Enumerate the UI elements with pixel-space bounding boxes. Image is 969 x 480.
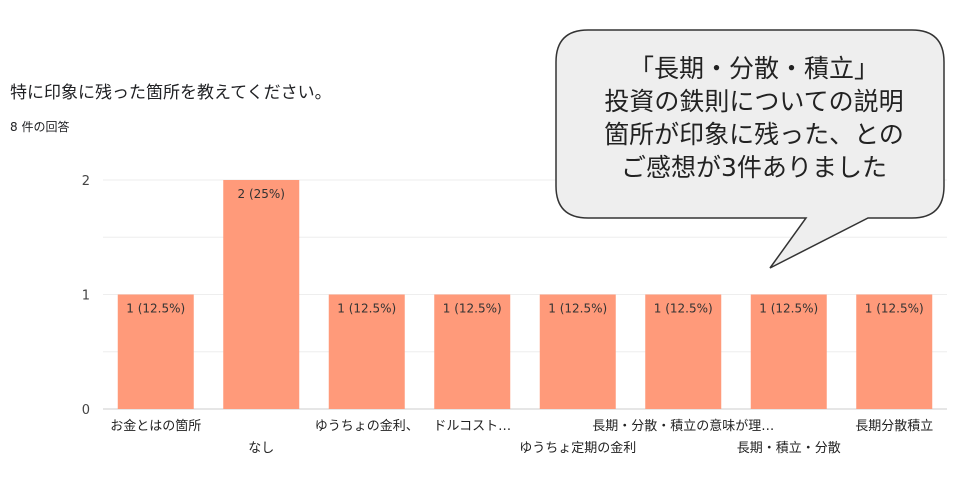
y-tick-label: 2 (82, 174, 90, 189)
data-labels: 1 (12.5%) 2 (25%) 1 (12.5%) 1 (12.5%) 1 (12.… (126, 187, 923, 316)
data-label: 1 (12.5%) (337, 302, 396, 316)
callout-line-4: ご感想が3件ありました (621, 153, 887, 182)
bar (750, 294, 827, 409)
chart-bars (117, 180, 933, 409)
y-tick-label: 0 (82, 403, 90, 418)
bar (539, 294, 616, 409)
bar (434, 294, 511, 409)
x-tick-label: 長期・分散・積立の意味が理… (592, 418, 774, 434)
callout-line-3: 箇所が印象に残った、との (604, 120, 904, 149)
question-title: 特に印象に残った箇所を教えてください。 (10, 83, 332, 103)
data-label: 1 (12.5%) (654, 302, 713, 316)
y-tick-label: 1 (82, 289, 90, 304)
callout-line-1: 「長期・分散・積立」 (628, 54, 879, 83)
data-label: 2 (25%) (238, 187, 285, 201)
callout-text: 「長期・分散・積立」 投資の鉄則についての説明 箇所が印象に残った、との ご感想… (558, 52, 950, 184)
bar (117, 294, 194, 409)
response-count: 8 件の回答 (10, 120, 70, 134)
callout-line-2: 投資の鉄則についての説明 (604, 87, 904, 116)
bar (328, 294, 405, 409)
data-label: 1 (12.5%) (443, 302, 502, 316)
callout-bubble (555, 29, 945, 269)
bar (223, 180, 300, 409)
bar (645, 294, 722, 409)
data-label: 1 (12.5%) (126, 302, 185, 316)
x-tick-label: お金とはの箇所 (110, 418, 201, 434)
x-tick-label: 長期・積立・分散 (737, 441, 841, 456)
y-axis-ticks: 0 1 2 (82, 174, 90, 418)
x-tick-label: なし (248, 441, 274, 456)
data-label: 1 (12.5%) (759, 302, 818, 316)
x-tick-label: 長期分散積立 (855, 419, 933, 434)
data-label: 1 (12.5%) (865, 302, 924, 316)
x-tick-label: ゆうちょ定期の金利 (519, 440, 636, 456)
callout-bubble-shape (555, 29, 945, 269)
bar (856, 294, 933, 409)
x-tick-label: ドルコスト… (433, 419, 511, 434)
x-tick-label: ゆうちょの金利、 (315, 418, 419, 434)
data-label: 1 (12.5%) (548, 302, 607, 316)
